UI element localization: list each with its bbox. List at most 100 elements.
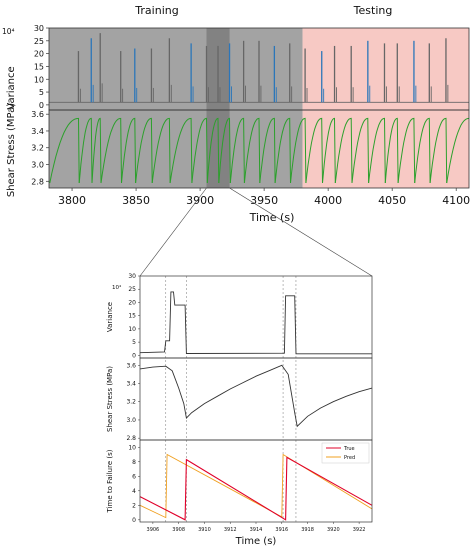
stress-cycle	[229, 117, 245, 184]
zoom-connectors	[139, 187, 373, 277]
stress-y-tick-label: 2.8	[31, 177, 44, 186]
zoom-variance-frame	[139, 275, 373, 359]
stress-cycle	[100, 117, 122, 184]
variance-y-tick-label: 20	[34, 50, 44, 59]
zoom-stress-y-tick-label: 2.8	[126, 435, 136, 442]
zoom-x-tick-label: 3916	[275, 527, 288, 533]
zoom-x-tick-label: 3914	[250, 527, 263, 533]
stress-cycle	[414, 117, 431, 184]
variance-y-tick-label: 15	[34, 62, 44, 71]
variance-y-label: Variance	[6, 66, 17, 109]
stress-cycle	[368, 117, 386, 184]
stress-y-tick-label: 3.0	[31, 161, 44, 170]
top-x-tick-label: 4050	[378, 194, 406, 207]
zoom-stress-y-tick-label: 3.0	[126, 417, 136, 424]
zoom-ttf-y-tick-label: 4	[132, 488, 136, 495]
zoom-y-ticks: 0 5 10 15 20 25 30 2.8 3.0 3.2 3.4 3.6 0 2 4 6 8 10	[126, 273, 140, 524]
stress-y-label: Shear Stress (MPa)	[6, 103, 17, 197]
zoom-variance-y-tick-label: 20	[128, 299, 136, 306]
zoom-x-tick-label: 3922	[353, 527, 366, 533]
stress-cycle	[151, 117, 171, 184]
zoom-variance-y-tick-label: 25	[128, 286, 136, 293]
zoom-ttf-y-tick-label: 2	[132, 502, 136, 509]
zoom-x-label: Time (s)	[235, 536, 277, 547]
zoom-x-tick-label: 3920	[327, 527, 340, 533]
zoom-stress-y-tick-label: 3.6	[126, 362, 136, 369]
stress-cycle	[206, 117, 220, 184]
zoom-x-tick-label: 3906	[147, 527, 160, 533]
top-x-tick-label: 4100	[442, 194, 470, 207]
stress-cycle	[429, 117, 448, 184]
zoom-variance-y-tick-label: 10	[128, 326, 136, 333]
stress-cycle	[243, 117, 261, 184]
stress-axes-frame	[48, 109, 470, 189]
variance-y-tick-label: 30	[34, 24, 44, 33]
stress-cycle	[259, 117, 276, 184]
zoom-variance-y-tick-label: 15	[128, 313, 136, 320]
stress-cycle	[305, 117, 323, 184]
testing-region	[302, 28, 469, 110]
testing-label: Testing	[353, 4, 393, 17]
zoom-ttf-y-label: Time to Failure (s)	[106, 449, 114, 513]
zoom-variance-scale-label: 10⁴	[112, 284, 122, 291]
stress-cycle	[121, 117, 137, 184]
variance-y-tick-label: 25	[34, 37, 44, 46]
zoom-stress-series	[139, 364, 373, 428]
shear-stress-series	[49, 117, 470, 184]
variance-scale-label: 10⁴	[2, 27, 15, 36]
stress-cycle	[49, 117, 80, 184]
stress-cycle	[334, 117, 353, 184]
stress-cycle	[290, 117, 307, 184]
zoom-variance-y-tick-label: 30	[128, 273, 136, 280]
zoom-connector-left	[139, 187, 207, 277]
stress-y-tick-label: 3.2	[31, 144, 44, 153]
zoom-stress-y-tick-label: 3.2	[126, 399, 136, 406]
stress-y-tick-label: 3.6	[31, 110, 44, 119]
zoom-variance-line	[139, 291, 372, 355]
stress-cycle	[135, 117, 153, 184]
zoom-variance-y-tick-label: 5	[132, 339, 136, 346]
zoom-true-line	[139, 456, 373, 521]
zoom-stress-line	[139, 364, 373, 428]
stress-cycle	[351, 117, 370, 184]
zoom-stress-y-label: Shear Stress (MPa)	[106, 366, 114, 432]
zoom-variance-y-label: Variance	[106, 302, 114, 332]
stress-y-tick-label: 3.4	[31, 127, 44, 136]
stress-cycle	[169, 117, 193, 184]
legend-pred-label: Pred	[344, 455, 355, 461]
zoom-stress-y-tick-label: 3.4	[126, 381, 136, 388]
top-x-tick-label: 4000	[314, 194, 342, 207]
stress-cycle	[274, 117, 291, 184]
zoom-time-to-failure-series	[139, 453, 373, 521]
training-region	[49, 28, 303, 110]
stress-cycle	[218, 117, 231, 184]
top-panel: 0 5 10 15 20 25 30 2.8 3.0 3.2 3.4 3.6 3800 3850 3900…	[2, 4, 470, 224]
top-x-tick-label: 3950	[250, 194, 278, 207]
stress-cycle	[446, 117, 470, 184]
zoom-stress-frame	[139, 357, 373, 441]
zoom-ttf-y-tick-label: 10	[128, 444, 136, 451]
zoom-x-tick-label: 3912	[224, 527, 237, 533]
top-x-tick-label: 3850	[122, 194, 150, 207]
zoom-x-tick-label: 3908	[172, 527, 185, 533]
top-y-ticks: 0 5 10 15 20 25 30 2.8 3.0 3.2 3.4 3.6	[31, 24, 49, 186]
training-label: Training	[134, 4, 178, 17]
variance-series	[49, 33, 469, 103]
stress-cycle	[397, 117, 416, 184]
top-x-ticks: 3800 3850 3900 3950 4000 4050 4100	[58, 188, 470, 207]
top-x-tick-label: 3800	[58, 194, 86, 207]
stress-cycle	[322, 117, 336, 184]
zoom-x-tick-label: 3918	[301, 527, 314, 533]
zoom-connector-right	[229, 187, 373, 277]
stress-cycle	[384, 117, 399, 184]
stress-cycle	[191, 117, 208, 184]
zoom-window	[206, 28, 230, 188]
variance-y-tick-label: 10	[34, 75, 44, 84]
zoom-ttf-y-tick-label: 8	[132, 459, 136, 466]
zoom-variance-series	[139, 291, 372, 355]
zoom-ttf-y-tick-label: 0	[132, 517, 136, 524]
top-x-label: Time (s)	[249, 211, 295, 224]
